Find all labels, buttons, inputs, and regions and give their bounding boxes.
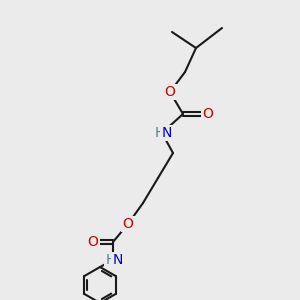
Text: N: N	[162, 126, 172, 140]
Text: O: O	[88, 235, 98, 249]
Text: N: N	[113, 253, 123, 267]
Text: H: H	[155, 126, 165, 140]
Text: O: O	[165, 85, 176, 99]
Text: O: O	[123, 217, 134, 231]
Text: O: O	[202, 107, 213, 121]
Text: H: H	[106, 253, 116, 267]
